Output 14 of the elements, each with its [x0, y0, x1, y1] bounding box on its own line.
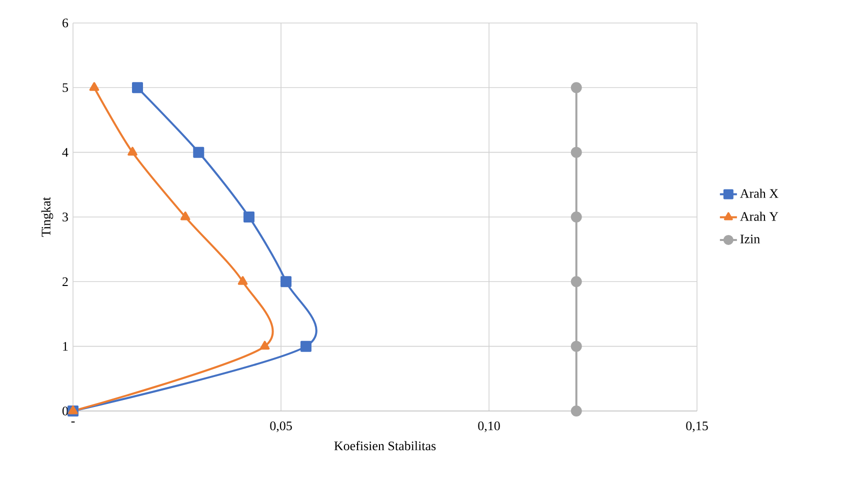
- legend-label: Arah X: [740, 188, 778, 198]
- y-tick-label: 1: [63, 342, 68, 351]
- y-tick-label: 4: [62, 148, 68, 157]
- y-tick-label: 3: [62, 212, 68, 222]
- y-tick-label: 6: [62, 18, 68, 28]
- y-axis-title: Tingkat: [41, 197, 54, 237]
- x-tick-label: 0,10: [478, 422, 500, 432]
- x-axis-title: Koefisien Stabilitas: [334, 441, 436, 450]
- x-tick-label: 0,15: [686, 422, 708, 432]
- y-tick-label: 5: [62, 83, 68, 92]
- legend-label: Arah Y: [740, 212, 778, 221]
- x-tick-label: 0,05: [270, 422, 292, 432]
- legend-label: Izin: [740, 234, 760, 244]
- y-tick-label: 2: [62, 277, 68, 286]
